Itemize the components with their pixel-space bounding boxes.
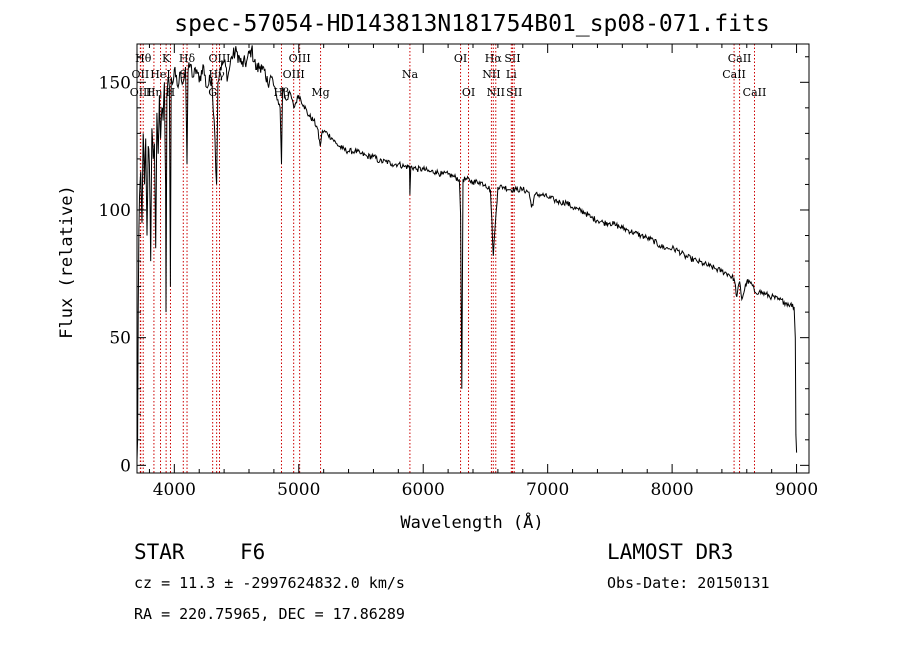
- line-marker-label-3: Hη: [146, 86, 162, 99]
- plot-frame: [136, 43, 810, 474]
- y-tick-label-0: 0: [120, 456, 131, 476]
- redshift-readout: cz = 11.3 ± -2997624832.0 km/s: [134, 574, 405, 592]
- x-tick-label-5: 9000: [775, 480, 818, 500]
- line-marker-label-1: OII: [132, 68, 150, 81]
- y-axis-label: Flux (relative): [57, 185, 77, 339]
- series-layer: [136, 45, 798, 461]
- x-axis-label: Wavelength (Å): [400, 511, 543, 533]
- line-marker-label-14: Hβ: [274, 86, 290, 99]
- line-marker-label-8: S: [180, 68, 188, 81]
- line-marker-label-13: OIII: [283, 68, 305, 81]
- line-marker-label-26: CaII: [722, 68, 746, 81]
- chart-title: spec-57054-HD143813N181754B01_sp08-071.f…: [174, 11, 769, 37]
- x-tick-label-4: 8000: [650, 480, 693, 500]
- line-marker-label-16: Na: [402, 68, 419, 81]
- observation-date: Obs-Date: 20150131: [607, 574, 770, 592]
- line-marker-label-20: SII: [504, 52, 520, 65]
- coordinates-readout: RA = 220.75965, DEC = 17.86289: [134, 605, 405, 623]
- line-marker-label-24: SII: [506, 86, 522, 99]
- line-marker-label-12: OIII: [289, 52, 311, 65]
- series-line-spectrum: [136, 45, 798, 461]
- line-marker-label-2: OIII: [130, 86, 152, 99]
- line-marker-label-23: NII: [487, 86, 505, 99]
- line-marker-label-10: Hγ: [209, 68, 226, 81]
- line-marker-label-15: Mg: [311, 86, 329, 99]
- y-tick-label-3: 150: [99, 73, 131, 93]
- object-class: STAR: [134, 540, 185, 564]
- line-marker-label-5: HeI: [150, 68, 170, 81]
- line-marker-label-9: OIII: [208, 52, 230, 65]
- axis-ticks: 4000 5000 6000 7000 8000 9000 0 50 100 150: [99, 44, 818, 500]
- line-marker-label-18: OI: [462, 86, 475, 99]
- line-marker-label-25: CaII: [728, 52, 752, 65]
- x-tick-label-1: 5000: [277, 480, 320, 500]
- line-marker-label-19: Hα: [485, 52, 503, 65]
- x-tick-label-3: 7000: [526, 480, 569, 500]
- y-tick-label-2: 100: [99, 201, 131, 221]
- y-tick-label-1: 50: [109, 329, 131, 349]
- line-marker-label-27: CaII: [743, 86, 767, 99]
- line-marker-label-7: Hδ: [179, 52, 196, 65]
- survey-name: LAMOST DR3: [607, 540, 733, 564]
- object-subclass: F6: [240, 540, 265, 564]
- line-marker-label-22: Li: [506, 68, 517, 81]
- line-marker-label-21: NII: [482, 68, 500, 81]
- line-marker-label-0: Hθ: [135, 52, 152, 65]
- x-tick-label-0: 4000: [153, 480, 196, 500]
- line-marker-label-17: OI: [454, 52, 467, 65]
- line-marker-label-4: K: [162, 52, 171, 65]
- line-marker-label-6: H: [166, 86, 176, 99]
- x-tick-label-2: 6000: [402, 480, 445, 500]
